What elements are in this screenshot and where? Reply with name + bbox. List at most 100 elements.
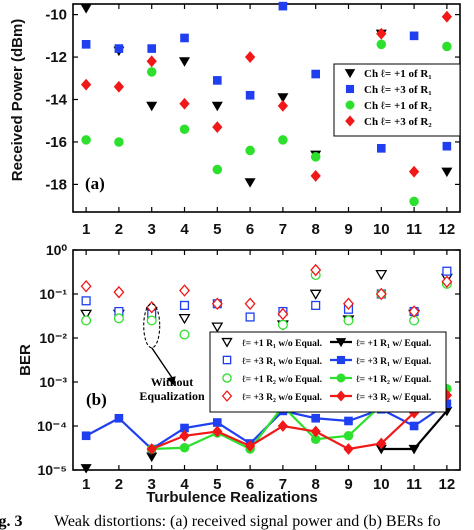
panel-a-ch-1-of-r-point <box>178 57 191 67</box>
panel-b-3-r-w-equal-point <box>311 413 321 423</box>
panel-a-ch-3-of-r-point <box>180 33 189 43</box>
panel-a-y-tick-label: -18 <box>45 176 67 193</box>
panel-b-3-r-w-o-equal-point <box>277 307 289 321</box>
panel-a-x-tick-label: 2 <box>115 221 123 238</box>
panel-a-y-tick-label: -14 <box>45 92 67 109</box>
panel-b-3-r-w-equal-point <box>114 413 124 423</box>
panel-a-ch-1-of-r-point <box>310 152 321 162</box>
panel-b-3-r-w-equal-point <box>344 416 353 426</box>
legend-b-label-1-r-w-o-equal: ℓ= +1 R₂ w/o Equal. <box>242 374 322 385</box>
panel-b-x-axis-label: Turbulence Realizations <box>146 489 317 506</box>
legend-b-label-3-r-w-equal: ℓ= +3 R₂ w/ Equal. <box>356 392 431 403</box>
panel-a-ch-3-of-r-point <box>409 31 419 41</box>
annotation-arrow-head <box>166 376 176 386</box>
legend-a-label-ch-1-of-r: Ch ℓ= +1 of R₁ <box>364 68 432 80</box>
panel-b-legend-box <box>209 331 447 413</box>
panel-a-ch-3-of-r-point <box>212 121 223 134</box>
panel-b-1-r-w-o-equal-point <box>343 315 354 326</box>
panel-b-1-r-w-equal-point <box>80 464 92 474</box>
panel-b-y-tick-label: 10⁻² <box>39 330 67 346</box>
panel-a-ch-3-of-r-point <box>244 51 256 63</box>
legend-a-marker-ch-1-of-r <box>345 100 355 110</box>
panel-a-x-tick-label: 12 <box>439 221 456 238</box>
panel-b-y-axis-label: BER <box>17 344 34 376</box>
panel-a-ch-1-of-r-point <box>244 178 256 188</box>
panel-b-x-tick-label: 11 <box>406 476 422 493</box>
panel-b-x-tick-label: 8 <box>312 476 320 493</box>
panel-b-3-r-w-equal-line <box>151 394 448 451</box>
panel-a-ch-3-of-r-point <box>441 10 453 23</box>
panel-a-y-tick-label: -10 <box>45 7 67 24</box>
panel-a-ch-3-of-r-point <box>212 76 222 85</box>
panel-a-ch-1-of-r-point <box>441 167 453 178</box>
panel-b-3-r-w-o-equal-point <box>441 275 453 289</box>
panel-b-1-r-w-o-equal-point <box>81 315 92 326</box>
panel-a-ch-3-of-r-point <box>146 55 157 68</box>
panel-b-1-r-w-equal-point <box>179 443 190 453</box>
panel-b-3-r-w-equal-point <box>81 431 91 441</box>
panel-b-1-r-w-o-equal-point <box>113 313 124 324</box>
panel-b-x-tick-label: 4 <box>180 476 189 493</box>
panel-b-3-r-w-o-equal-point <box>244 297 256 311</box>
legend-a-marker-ch-3-of-r <box>345 84 355 94</box>
panel-a-ch-1-of-r-point <box>277 93 289 103</box>
panel-b-y-tick-label: 10⁻¹ <box>39 286 67 302</box>
panel-a-x-tick-label: 4 <box>180 221 189 238</box>
annotation-arrow <box>151 347 175 381</box>
panel-b-y-tick-label: 10⁰ <box>46 242 68 258</box>
panel-b-1-r-w-equal-point <box>408 444 420 455</box>
panel-a-x-tick-label: 10 <box>373 221 390 238</box>
panel-b-3-r-w-equal-point <box>376 437 387 450</box>
legend-b-label-1-r-w-equal: ℓ= +1 R₁ w/ Equal. <box>356 338 431 349</box>
legend-a-label-ch-1-of-r: Ch ℓ= +1 of R₂ <box>364 100 432 112</box>
panel-a-y-tick-label: -16 <box>45 134 67 151</box>
annotation-line-2: Equalization <box>139 389 205 403</box>
panel-a-ch-1-of-r-point <box>409 196 419 207</box>
panel-a-ch-1-of-r-point <box>442 41 452 52</box>
panel-a-x-tick-label: 6 <box>246 221 254 238</box>
panel-a-ch-3-of-r-point <box>80 78 92 91</box>
panel-b-x-tick-label: 2 <box>115 476 123 493</box>
panel-b-1-r-w-o-equal-point <box>178 313 191 325</box>
panel-b-x-tick-label: 12 <box>439 476 456 493</box>
legend-b-label-1-r-w-equal: ℓ= +1 R₂ w/ Equal. <box>356 374 431 385</box>
panel-a-x-tick-label: 9 <box>344 221 352 238</box>
panel-b-3-r-w-o-equal-point <box>442 266 452 276</box>
panel-a-ch-3-of-r-point <box>245 90 255 100</box>
panel-b-y-tick-label: 10⁻³ <box>39 374 67 390</box>
panel-a-ch-1-of-r-point <box>114 137 124 147</box>
panel-b-x-ticks: 1 2 3 4 5 6 7 8 9 10 11 12 <box>82 250 455 493</box>
panel-b-3-r-w-o-equal-point <box>310 263 322 277</box>
panel-a-y-tick-label: -12 <box>45 49 67 66</box>
panel-b-3-r-w-equal-point <box>212 425 223 438</box>
panel-b-3-r-w-equal-point <box>409 421 419 431</box>
panel-a-ch-1-of-r-point <box>376 39 387 50</box>
panel-b-x-tick-label: 1 <box>82 476 90 493</box>
panel-b-3-r-w-o-equal-point <box>179 284 190 297</box>
legend-a-label-ch-3-of-r: Ch ℓ= +3 of R₂ <box>364 116 432 128</box>
legend-a-marker-ch-3-of-r <box>345 115 355 127</box>
panel-a-x-tick-label: 1 <box>82 221 90 238</box>
panel-a-x-tick-label: 11 <box>406 221 422 238</box>
legend-a-label-ch-3-of-r: Ch ℓ= +3 of R₁ <box>364 84 432 96</box>
panel-b-1-r-w-o-equal-point <box>146 315 157 326</box>
panel-a-ch-1-of-r-point <box>212 164 223 175</box>
panel-b-3-r-w-o-equal-point <box>375 287 387 301</box>
panel-b-3-r-w-o-equal-point <box>179 300 190 310</box>
panel-b-3-r-w-o-equal-point <box>245 312 255 322</box>
panel-a-ch-3-of-r-point <box>114 44 124 53</box>
panel-b-x-tick-label: 5 <box>213 476 221 493</box>
panel-b-3-r-w-equal-point <box>310 425 321 438</box>
panel-a-ch-3-of-r-point <box>179 97 190 110</box>
legend-b-marker-1-r-w-equal <box>336 373 346 383</box>
panel-b-y-tick-label: 10⁻⁴ <box>37 418 67 434</box>
panel-a-received-power: -10-12-14-16-18 1 2 3 4 5 6 7 8 9 10 11 12 Received… <box>9 1 461 238</box>
panel-b-x-tick-label: 10 <box>373 476 390 493</box>
panel-b-1-r-w-o-equal-point <box>309 289 322 300</box>
panel-a-y-ticks: -10 -12 -14 -16 -18 <box>45 7 460 193</box>
panel-a-y-axis-label: Received Power (dBm) <box>9 19 26 182</box>
panel-a-ch-1-of-r-point <box>245 145 255 156</box>
panel-a-ch-1-of-r-point <box>146 101 158 112</box>
panel-a-ch-3-of-r-point <box>376 144 386 153</box>
